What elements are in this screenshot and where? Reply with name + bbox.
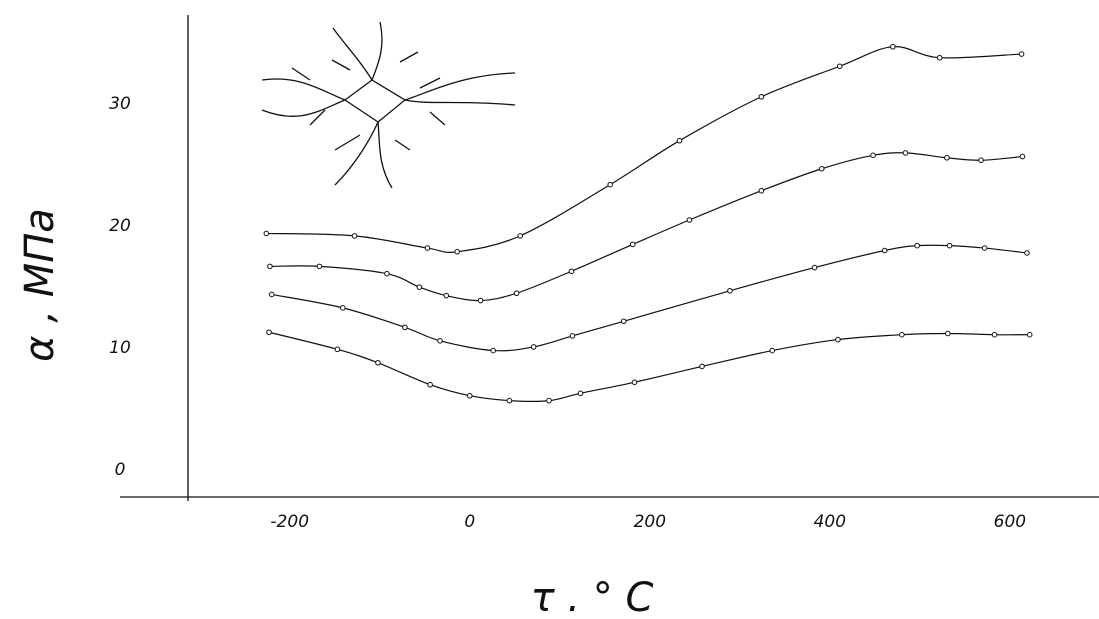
data-point [758, 93, 765, 100]
data-point [506, 397, 513, 404]
data-point [316, 263, 323, 270]
data-point [944, 154, 950, 161]
data-point [424, 245, 431, 251]
data-point [490, 347, 496, 354]
data-point [991, 331, 998, 338]
data-point [466, 392, 473, 399]
data-point [263, 230, 270, 237]
data-point [375, 359, 381, 366]
data-point [686, 217, 693, 223]
data-point [836, 63, 843, 70]
data-point [1026, 331, 1033, 338]
data-point [769, 347, 776, 354]
y-tick-label: 10 [109, 338, 131, 358]
data-point [1018, 51, 1025, 57]
data-point [727, 287, 733, 294]
y-tick-label: 30 [109, 94, 131, 114]
data-point [607, 181, 613, 188]
data-point [577, 390, 584, 397]
data-point [384, 270, 390, 277]
data-point [1024, 250, 1030, 256]
data-point [620, 318, 627, 325]
series-line [268, 331, 1030, 402]
data-point [811, 264, 818, 271]
data-point [881, 247, 888, 254]
data-point [351, 233, 358, 239]
y-tick-label: 0 [115, 460, 126, 480]
x-tick-label: 600 [994, 512, 1026, 532]
data-point [631, 379, 638, 386]
data-point [268, 291, 275, 298]
data-point [936, 54, 943, 61]
data-point [437, 338, 443, 344]
data-point [890, 43, 896, 50]
data-point [676, 137, 683, 144]
data-point [914, 242, 920, 249]
crystal-icon [261, 21, 516, 189]
data-point [443, 292, 450, 299]
data-point [517, 233, 523, 239]
data-point [835, 336, 841, 343]
data-point [513, 290, 520, 297]
data-point [416, 284, 423, 290]
data-point [978, 157, 984, 164]
data-point [266, 329, 272, 336]
y-tick-label: 20 [109, 216, 131, 236]
data-point [530, 344, 537, 350]
data-point [902, 150, 909, 156]
data-point [427, 381, 433, 388]
x-tick-label: 200 [634, 512, 666, 532]
series-line [269, 152, 1023, 302]
y-axis-label: α , МПа [17, 208, 63, 362]
series-line [271, 244, 1028, 352]
data-point [944, 330, 951, 337]
x-tick-label: 400 [814, 512, 846, 532]
data-point [546, 397, 552, 404]
x-tick-label: 0 [464, 512, 475, 532]
data-point [818, 165, 825, 172]
data-point [402, 324, 408, 331]
data-point [899, 331, 905, 338]
data-point [1019, 153, 1026, 160]
x-tick-label: -200 [270, 512, 309, 532]
data-point [758, 187, 765, 194]
data-point [334, 346, 341, 353]
data-point [568, 268, 575, 275]
data-point [870, 152, 876, 159]
x-axis-label: τ . ° C [531, 575, 654, 619]
data-point [981, 245, 988, 251]
data-point [267, 263, 273, 270]
data-point [477, 297, 484, 304]
data-point [454, 248, 460, 255]
data-point [629, 241, 636, 248]
data-point [946, 242, 953, 249]
data-point [569, 333, 576, 339]
data-point [699, 363, 705, 370]
data-point [340, 305, 346, 311]
